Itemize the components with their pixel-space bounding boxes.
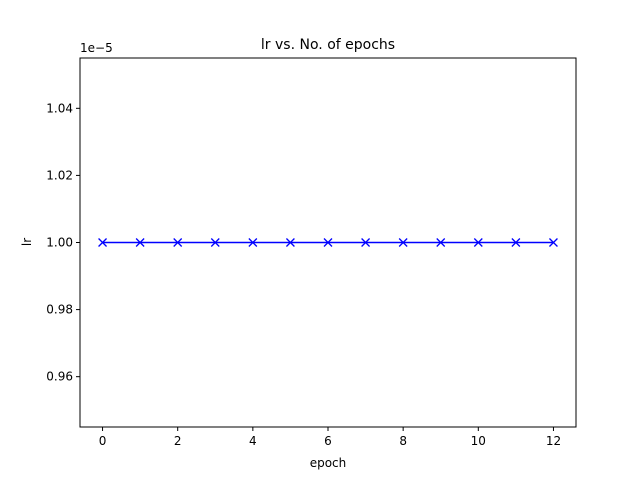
series-layer xyxy=(98,238,558,247)
x-axis-label: epoch xyxy=(310,456,347,470)
data-point-marker xyxy=(473,238,483,247)
data-point-marker xyxy=(210,238,220,247)
data-point-marker xyxy=(98,238,108,247)
data-point-marker xyxy=(436,238,446,247)
plot-area-frame xyxy=(79,57,577,428)
y-axis-label: lr xyxy=(20,238,34,246)
data-point-marker xyxy=(511,238,521,247)
data-point-marker xyxy=(173,238,183,247)
data-point-marker xyxy=(285,238,295,247)
x-tick-label: 8 xyxy=(399,434,407,448)
data-point-marker xyxy=(361,238,371,247)
y-tick-label: 1.04 xyxy=(46,101,73,115)
data-point-marker xyxy=(323,238,333,247)
data-point-marker xyxy=(548,238,558,247)
x-tick-label: 12 xyxy=(546,434,561,448)
y-tick-label: 0.96 xyxy=(46,370,73,384)
y-axis-offset-label: 1e−5 xyxy=(80,41,113,55)
y-tick-label: 0.98 xyxy=(46,303,73,317)
chart-title: lr vs. No. of epochs xyxy=(261,37,395,53)
x-tick-label: 4 xyxy=(249,434,257,448)
y-tick-label: 1.02 xyxy=(46,168,73,182)
data-point-marker xyxy=(398,238,408,247)
y-tick-label: 1.00 xyxy=(46,236,73,250)
y-axis-ticks: 0.96 0.98 1.00 1.02 1.04 xyxy=(46,101,80,384)
x-tick-label: 6 xyxy=(324,434,332,448)
data-point-marker xyxy=(135,238,145,247)
x-tick-label: 10 xyxy=(471,434,486,448)
x-tick-label: 0 xyxy=(99,434,107,448)
data-point-marker xyxy=(248,238,258,247)
x-tick-label: 2 xyxy=(174,434,182,448)
x-axis-ticks: 0 2 4 6 8 10 12 xyxy=(99,427,561,448)
